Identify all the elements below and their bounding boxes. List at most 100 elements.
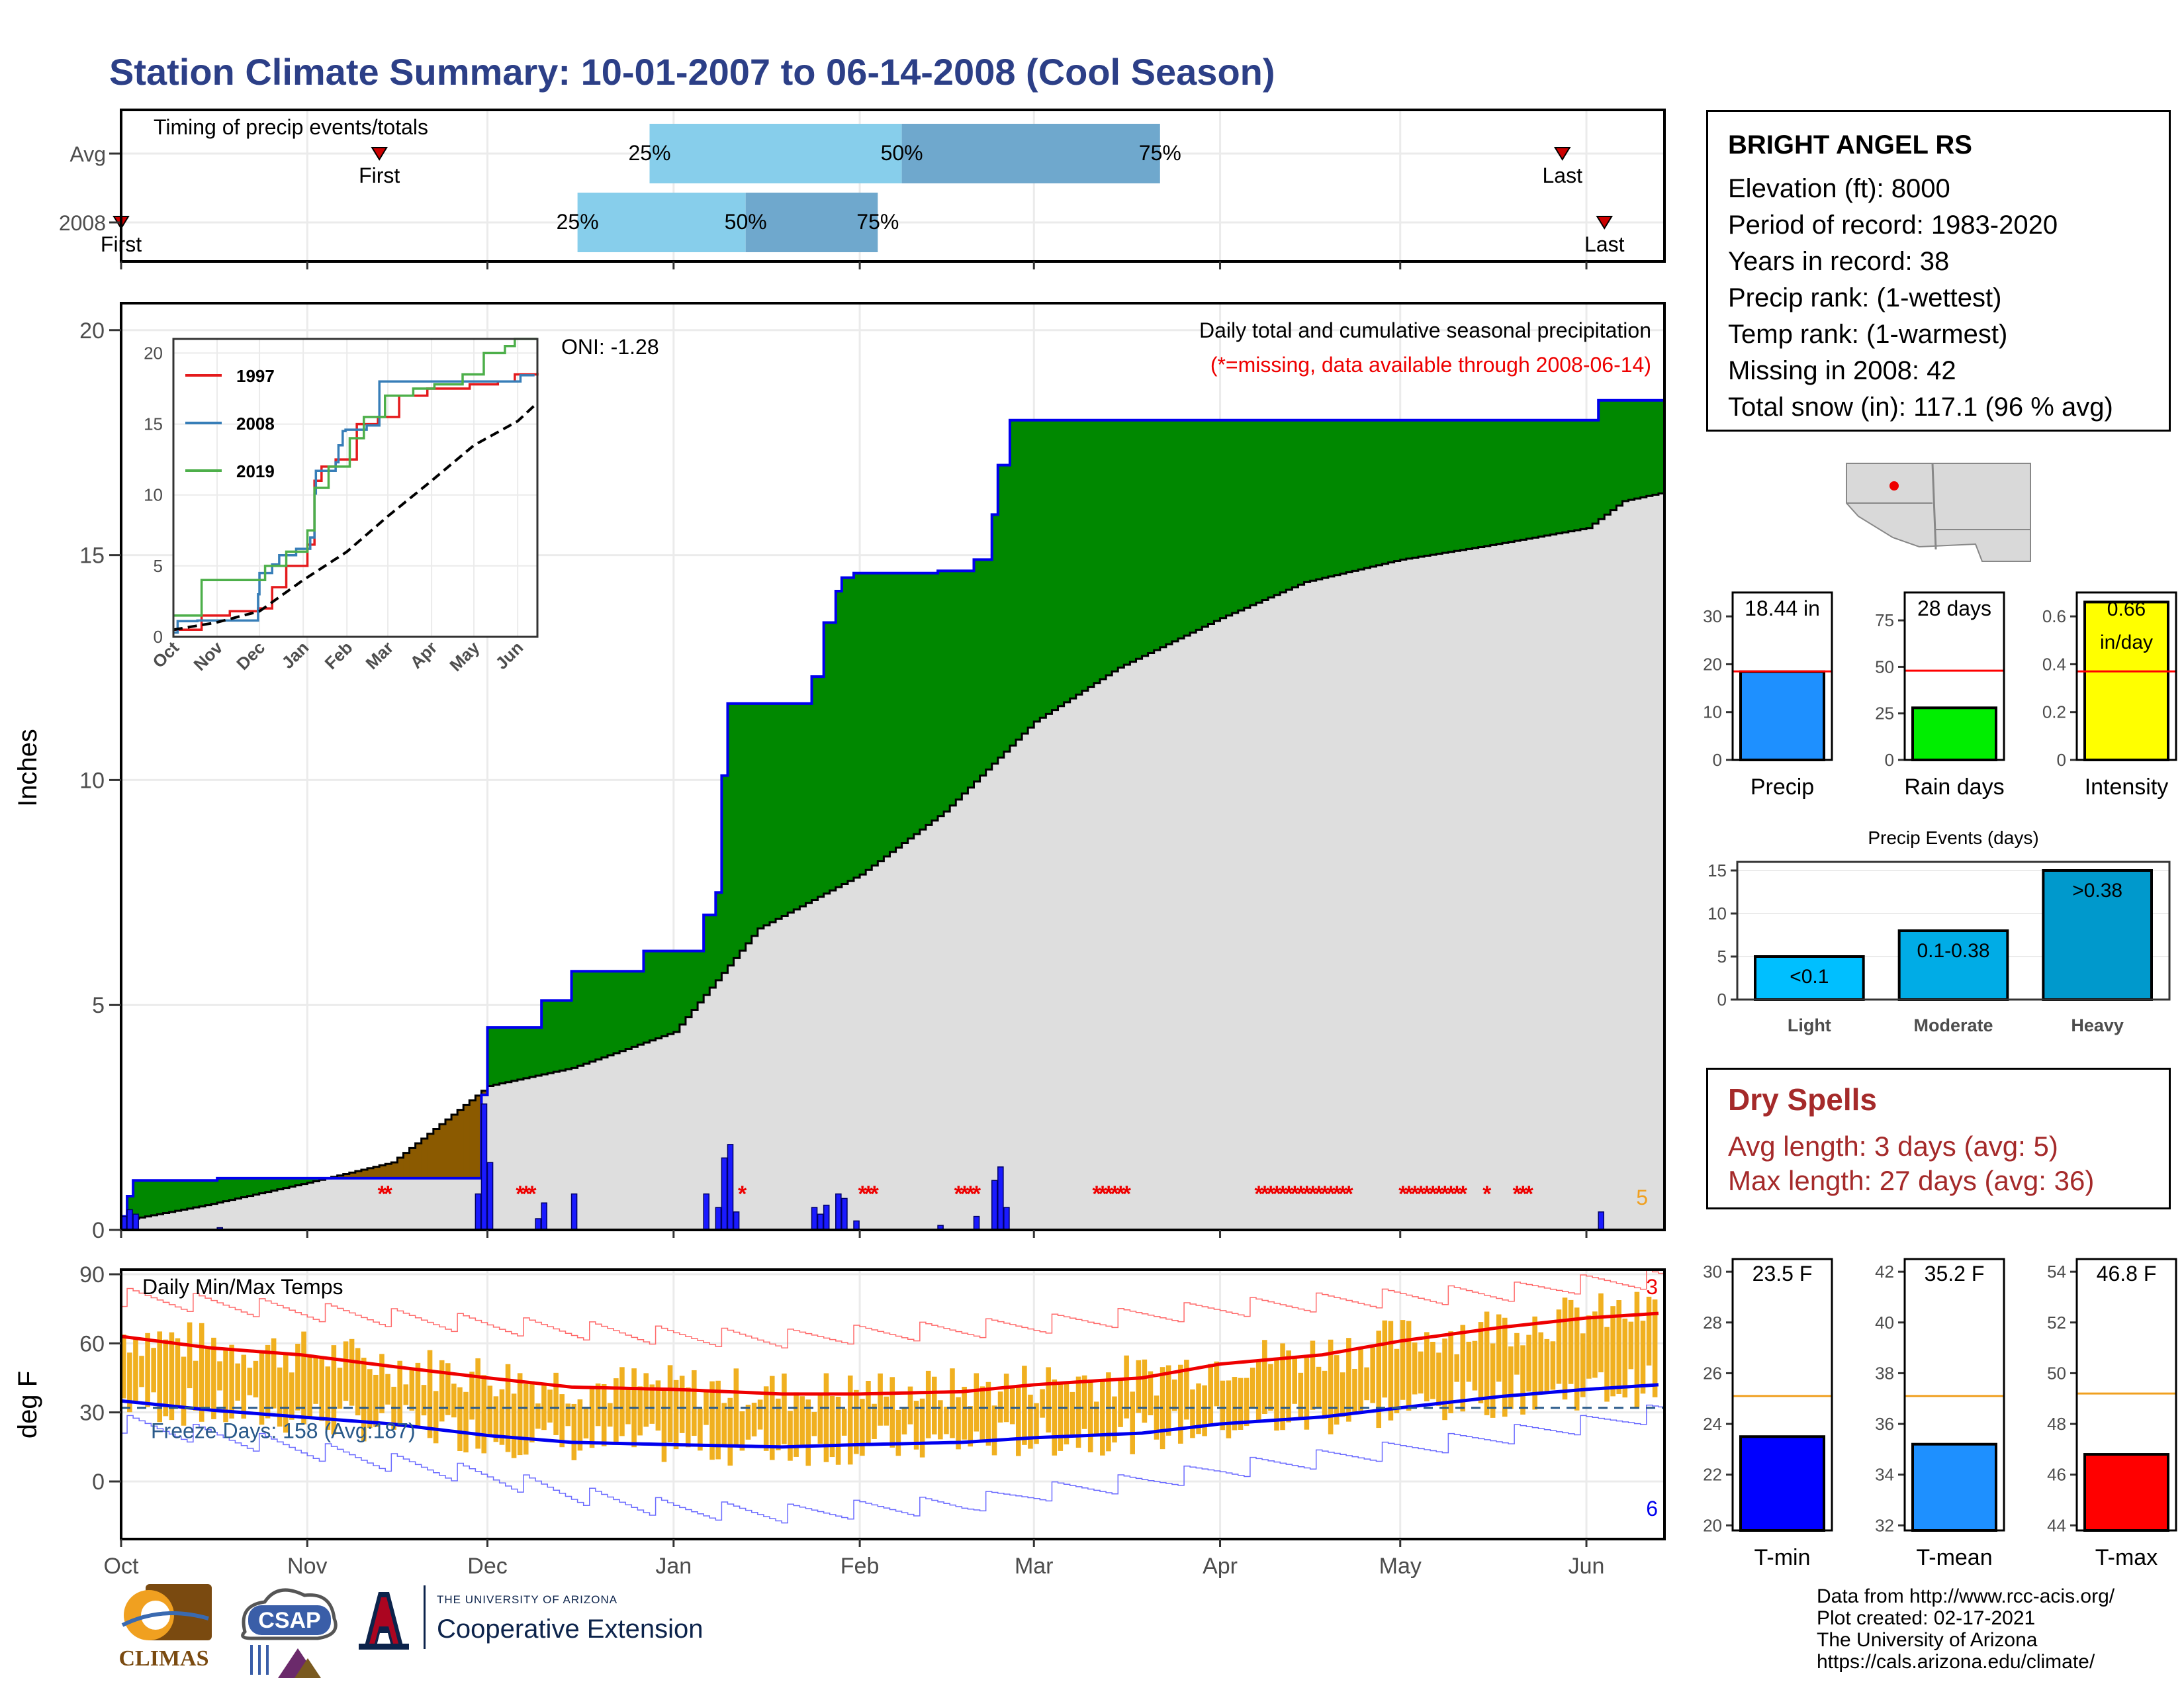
temp-daily-range-bar-18	[229, 1344, 234, 1419]
timing-first-marker-Avg	[371, 147, 388, 161]
precip-diff-day-78	[589, 971, 596, 1062]
temp-daily-range-bar-16	[217, 1361, 222, 1391]
precip-diff-day-190	[1262, 420, 1269, 600]
temp-daily-range-bar-116	[817, 1393, 823, 1444]
temp-daily-range-bar-24	[265, 1344, 271, 1419]
precip-diff-day-116	[817, 677, 825, 897]
temp-summary-frame-2	[2075, 1258, 2177, 1532]
temp-daily-range-bar-73	[559, 1394, 565, 1448]
precip-diff-day-229	[1496, 420, 1503, 544]
precip-diff-day-22	[253, 1178, 260, 1195]
temp-daily-range-bar-145	[991, 1405, 997, 1456]
precip-diff-day-132	[913, 573, 921, 834]
precip-diff-day-55	[451, 1114, 458, 1178]
precip-diff-day-141	[968, 571, 975, 788]
precip-diff-day-92	[673, 951, 680, 1032]
precip-diff-day-202	[1334, 420, 1341, 575]
temp-daily-range-bar-130	[901, 1407, 907, 1434]
temp-xtick-label-May: May	[1379, 1554, 1422, 1579]
precip-diff-day-134	[925, 573, 933, 825]
precip-summary-category-label-Intensity: Intensity	[2085, 774, 2169, 800]
temp-daily-range-bar-42	[373, 1374, 379, 1427]
precip-diff-day-37	[343, 1174, 350, 1178]
temp-daily-range-bar-76	[577, 1399, 583, 1451]
precip-diff-day-193	[1280, 420, 1287, 592]
precip-diff-day-214	[1406, 420, 1413, 559]
precip-missing-marker-6-190: *	[1260, 1182, 1269, 1207]
timing-bar-50-75-2008	[745, 193, 878, 252]
precip-diff-day-54	[445, 1119, 452, 1178]
temp-daily-range-bar-117	[823, 1373, 829, 1462]
precip-diff-day-219	[1436, 420, 1443, 554]
precip-diff-day-212	[1394, 420, 1401, 561]
temp-daily-range-bar-163	[1100, 1380, 1105, 1456]
precip-missing-marker-7-215: *	[1410, 1182, 1420, 1207]
ua-cooperative-extension-logo: THE UNIVERSITY OF ARIZONA Cooperative Ex…	[357, 1585, 741, 1658]
temp-daily-range-bar-63	[499, 1389, 505, 1445]
precip-diff-day-206	[1358, 420, 1365, 570]
temp-summary-ytick-label-0-3: 26	[1703, 1363, 1722, 1383]
timing-first-label-Avg: First	[359, 164, 400, 187]
precip-diff-day-101	[727, 703, 735, 966]
temp-daily-range-bar-162	[1093, 1401, 1099, 1436]
precip-daily-bar-13	[727, 1144, 734, 1231]
temp-daily-range-bar-232	[1514, 1333, 1520, 1375]
temp-daily-range-bar-34	[325, 1366, 331, 1430]
precip-diff-day-115	[811, 677, 819, 900]
timing-row-label-2008: 2008	[59, 211, 106, 235]
precip-daily-bar-5	[480, 1103, 488, 1231]
precip-daily-bar-4	[475, 1193, 482, 1231]
temp-daily-range-bar-212	[1394, 1348, 1400, 1413]
precip-diff-day-2	[133, 1180, 140, 1219]
inset-frame	[172, 338, 539, 638]
temp-daily-range-bar-184	[1226, 1380, 1232, 1438]
timing-panel: Timing of precip events/totals 25% 50% 75% F…	[59, 109, 1666, 269]
temp-daily-range-bar-157	[1064, 1381, 1069, 1444]
temp-daily-range-bar-77	[583, 1407, 589, 1439]
temp-daily-range-bar-233	[1520, 1345, 1525, 1415]
temp-daily-range-bar-6	[157, 1331, 163, 1423]
precip-diff-day-61	[487, 1027, 494, 1086]
precip-diff-day-63	[499, 1027, 506, 1084]
precip-diff-day-19	[235, 1178, 242, 1199]
temp-daily-range-bar-89	[655, 1380, 661, 1431]
events-bar-Heavy	[2042, 869, 2153, 1001]
temperature-panel: 0 30 60 90 Oct Nov Dec Jan Feb Mar Apr May Jun Daily …	[13, 1262, 1666, 1579]
dry-spells-max: Max length: 27 days (avg: 36)	[1728, 1165, 2095, 1196]
precip-missing-marker-6-204: *	[1344, 1182, 1353, 1207]
precip-diff-day-201	[1328, 420, 1335, 577]
precip-missing-marker-1-68: *	[527, 1182, 537, 1207]
precip-diff-day-67	[523, 1027, 530, 1078]
temp-daily-range-bar-4	[145, 1333, 150, 1407]
temp-daily-range-bar-138	[950, 1368, 955, 1438]
temp-daily-range-bar-50	[421, 1385, 427, 1416]
precip-diff-day-59	[475, 1095, 482, 1178]
timing-bar-50-75-Avg	[901, 124, 1160, 183]
inset-background	[173, 339, 537, 637]
precip-diff-day-42	[373, 1166, 380, 1178]
precip-diff-day-221	[1448, 420, 1455, 552]
temp-daily-range-bar-39	[355, 1348, 361, 1416]
precip-diff-day-195	[1292, 420, 1299, 588]
precip-summary-ytick-label-0-2: 20	[1703, 654, 1722, 674]
temp-daily-range-bar-57	[463, 1391, 469, 1453]
temp-daily-range-bar-28	[289, 1372, 295, 1420]
precip-missing-marker-6-203: *	[1338, 1182, 1347, 1207]
precip-diff-day-11	[187, 1180, 194, 1209]
temp-daily-range-bar-43	[379, 1354, 385, 1413]
temp-summary-frame-1	[1903, 1258, 2005, 1532]
precip-missing-marker-0-43: *	[378, 1182, 387, 1207]
precip-diff-day-199	[1316, 420, 1323, 580]
temp-daily-range-bar-75	[571, 1403, 577, 1460]
precip-summary-bar-Precip	[1739, 670, 1825, 761]
precip-diff-day-38	[349, 1172, 356, 1178]
precip-missing-marker-5-167: *	[1122, 1182, 1132, 1207]
events-ytick-label-2: 10	[1707, 904, 1727, 923]
temp-daily-range-bar-171	[1148, 1371, 1154, 1416]
temp-daily-range-bar-242	[1574, 1307, 1580, 1411]
precip-missing-marker-7-216: *	[1416, 1182, 1426, 1207]
precip-avg-area	[121, 493, 1664, 1230]
precip-diff-day-12	[193, 1180, 200, 1208]
precip-missing-marker-9-233: *	[1519, 1182, 1528, 1207]
